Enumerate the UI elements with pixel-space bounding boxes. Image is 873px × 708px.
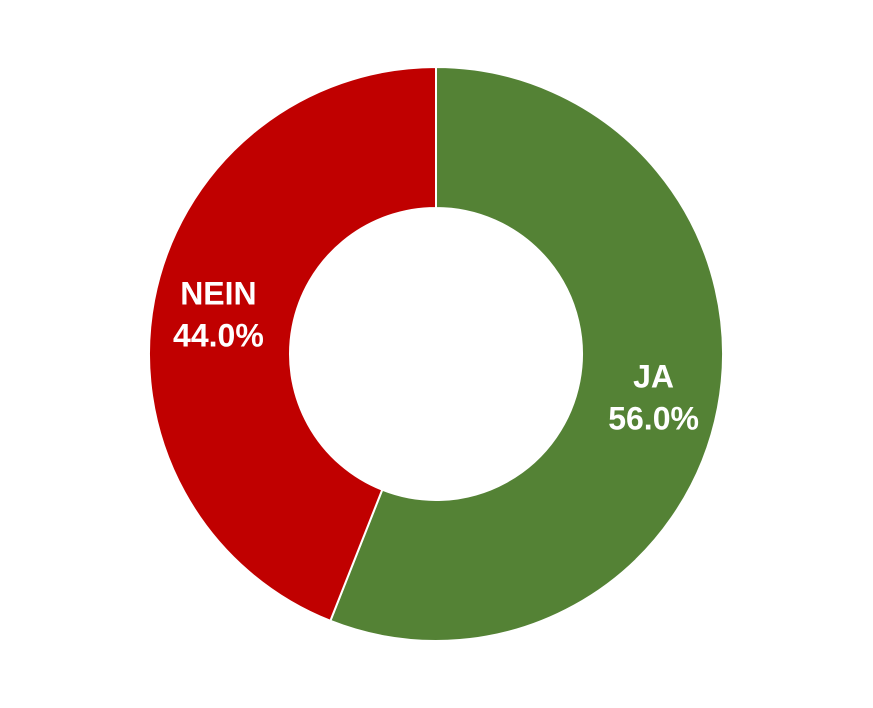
slice-label-ja: JA — [633, 359, 674, 395]
slice-label-nein: NEIN — [180, 275, 256, 311]
slice-value-ja: 56.0% — [608, 401, 699, 437]
slice-nein — [148, 65, 437, 623]
slice-value-nein: 44.0% — [173, 317, 264, 353]
slices-group — [148, 65, 724, 642]
labels-group: JA 56.0% NEIN 44.0% — [173, 275, 699, 436]
slice-ja — [329, 65, 724, 642]
